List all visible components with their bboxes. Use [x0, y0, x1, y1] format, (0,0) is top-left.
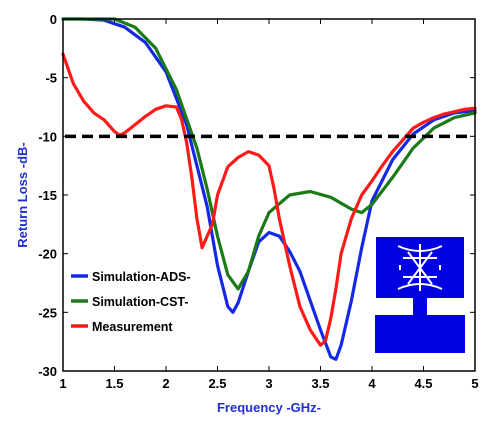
x-tick-label-3: 2.5 — [208, 376, 226, 391]
y-tick-label-5: -25 — [38, 305, 57, 320]
y-axis-ticks: 0 -5 -10 -15 -20 -25 -30 — [38, 12, 475, 379]
legend-label-cst: Simulation-CST- — [92, 295, 189, 309]
y-tick-label-4: -20 — [38, 247, 57, 262]
legend-box — [69, 262, 199, 342]
x-tick-label-8: 5 — [471, 376, 478, 391]
x-tick-label-7: 4.5 — [414, 376, 432, 391]
x-tick-label-5: 3.5 — [311, 376, 329, 391]
legend-label-ads: Simulation-ADS- — [92, 270, 191, 284]
x-tick-label-4: 3 — [265, 376, 272, 391]
y-tick-label-1: -5 — [45, 71, 57, 86]
x-axis-ticks: 1 1.5 2 2.5 3 3.5 4 4.5 5 — [59, 19, 479, 391]
y-tick-label-6: -30 — [38, 364, 57, 379]
legend: Simulation-ADS- Simulation-CST- Measurem… — [69, 262, 199, 342]
plot-frame — [62, 18, 476, 372]
plot-area — [61, 17, 477, 361]
x-tick-label-0: 1 — [59, 376, 66, 391]
legend-label-measurement: Measurement — [92, 320, 173, 334]
antenna-slot-pattern — [397, 244, 443, 291]
x-axis-title: Frequency -GHz- — [217, 400, 321, 415]
x-tick-label-1: 1.5 — [105, 376, 123, 391]
antenna-feed-line — [413, 296, 427, 318]
x-tick-label-6: 4 — [368, 376, 376, 391]
y-tick-label-3: -15 — [38, 188, 57, 203]
x-tick-label-2: 2 — [162, 376, 169, 391]
antenna-ground-plane — [375, 315, 465, 353]
series-line-2 — [61, 52, 477, 347]
y-tick-label-0: 0 — [50, 12, 57, 27]
y-tick-label-2: -10 — [38, 129, 57, 144]
series-line-1 — [61, 17, 477, 291]
y-axis-title: Return Loss -dB- — [15, 142, 30, 247]
antenna-inset-illustration — [375, 237, 465, 353]
